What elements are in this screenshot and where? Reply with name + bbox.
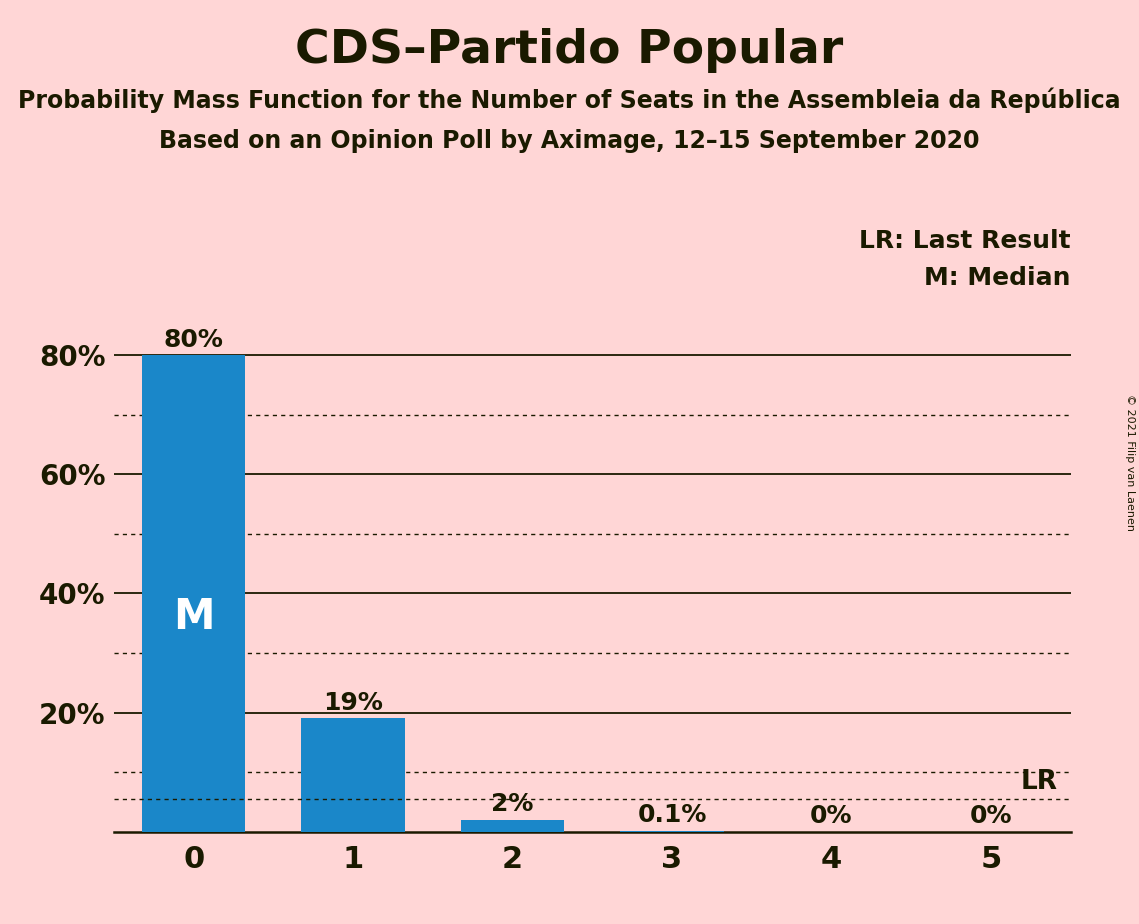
Text: 2%: 2% xyxy=(491,792,534,816)
Text: LR: LR xyxy=(1021,770,1058,796)
Text: CDS–Partido Popular: CDS–Partido Popular xyxy=(295,28,844,73)
Text: Probability Mass Function for the Number of Seats in the Assembleia da República: Probability Mass Function for the Number… xyxy=(18,88,1121,114)
Bar xyxy=(141,355,246,832)
Text: 80%: 80% xyxy=(164,328,223,352)
Text: 0%: 0% xyxy=(969,804,1013,828)
Text: LR: Last Result: LR: Last Result xyxy=(859,229,1071,253)
Text: 0%: 0% xyxy=(810,804,853,828)
Text: 19%: 19% xyxy=(323,691,383,715)
Text: © 2021 Filip van Laenen: © 2021 Filip van Laenen xyxy=(1125,394,1134,530)
Text: 0.1%: 0.1% xyxy=(638,804,706,827)
Text: M: M xyxy=(173,596,214,638)
Bar xyxy=(301,719,405,832)
Text: M: Median: M: Median xyxy=(924,266,1071,290)
Bar xyxy=(460,820,564,832)
Text: Based on an Opinion Poll by Aximage, 12–15 September 2020: Based on an Opinion Poll by Aximage, 12–… xyxy=(159,129,980,153)
